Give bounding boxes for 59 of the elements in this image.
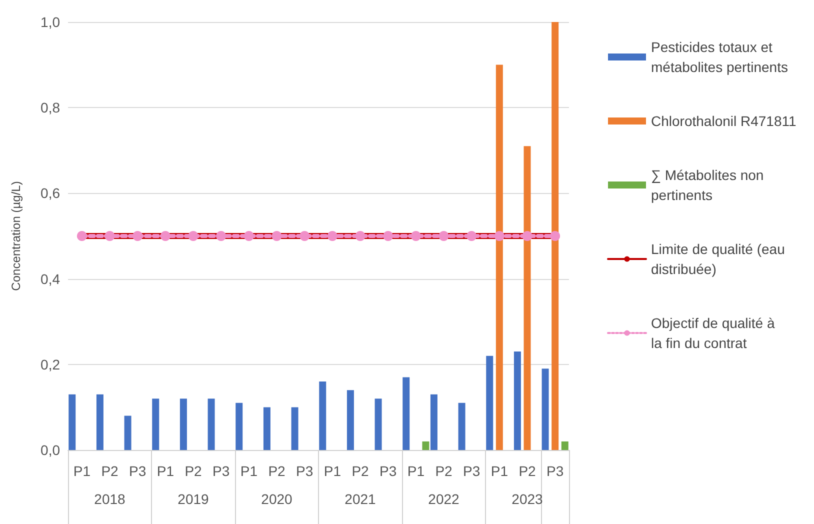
x-tick-label: P1 [407, 463, 425, 479]
bar [561, 441, 568, 450]
bar [514, 352, 521, 450]
bar [263, 407, 270, 450]
legend-label: ∑ Métabolites non pertinents [651, 167, 768, 203]
bar [68, 394, 76, 450]
bar [422, 441, 430, 450]
x-tick-label: P3 [380, 463, 397, 479]
bar [124, 416, 132, 450]
bar [542, 368, 549, 450]
x-tick-label: P2 [518, 463, 536, 479]
x-tick-label: P3 [212, 463, 230, 479]
text: 2023 [512, 491, 544, 507]
x-tick-label: P1 [156, 463, 174, 479]
y-tick-label: 0,2 [40, 356, 60, 372]
x-tick-label: P1 [73, 463, 91, 479]
text: 2021 [344, 491, 376, 507]
bar [208, 398, 215, 450]
bar [291, 407, 298, 450]
text: 2020 [261, 491, 293, 507]
x-tick-label: P2 [352, 463, 370, 479]
x-tick-label: P3 [129, 463, 146, 479]
y-tick-label: 0,6 [40, 185, 60, 202]
x-tick-label: P3 [463, 463, 480, 479]
legend-label: Objectif de qualité à la fin du contrat [651, 315, 779, 351]
bar [152, 398, 160, 450]
y-tick-label: 0,8 [40, 100, 60, 116]
x-tick-label: P2 [101, 463, 119, 479]
bar [430, 394, 438, 450]
bar [319, 382, 326, 450]
bar [524, 146, 531, 450]
x-tick-label: P1 [324, 463, 342, 479]
x-tick-label: P1 [490, 463, 508, 479]
y-tick-label: 0,0 [40, 442, 60, 458]
legend-label: Pesticides totaux et métabolites pertinents [651, 39, 788, 75]
y-tick-label: 0,4 [40, 270, 60, 287]
bar [346, 390, 354, 450]
text: 2022 [428, 491, 460, 507]
bar [402, 377, 410, 450]
x-tick-label: P1 [240, 463, 258, 479]
x-tick-label: P2 [435, 463, 453, 479]
x-tick-label: P2 [268, 463, 286, 479]
text: 2019 [178, 491, 210, 507]
bar [458, 402, 466, 450]
bar [236, 402, 243, 450]
x-tick-label: P2 [184, 463, 202, 479]
bar [552, 22, 559, 450]
legend-label: Chlorothalonil R471811 [651, 113, 796, 129]
bar [180, 398, 187, 450]
x-tick-label: P3 [296, 463, 314, 479]
y-axis-title: Concentration (µg/L) [9, 181, 23, 291]
text: 2018 [94, 491, 126, 507]
bar [496, 64, 503, 450]
y-tick-label: 1,0 [40, 14, 60, 30]
legend-label: Limite de qualité (eau distribuée) [651, 241, 789, 277]
x-tick-label: P3 [546, 463, 564, 479]
bar [486, 356, 494, 450]
bar [374, 398, 382, 450]
bar [96, 394, 104, 450]
